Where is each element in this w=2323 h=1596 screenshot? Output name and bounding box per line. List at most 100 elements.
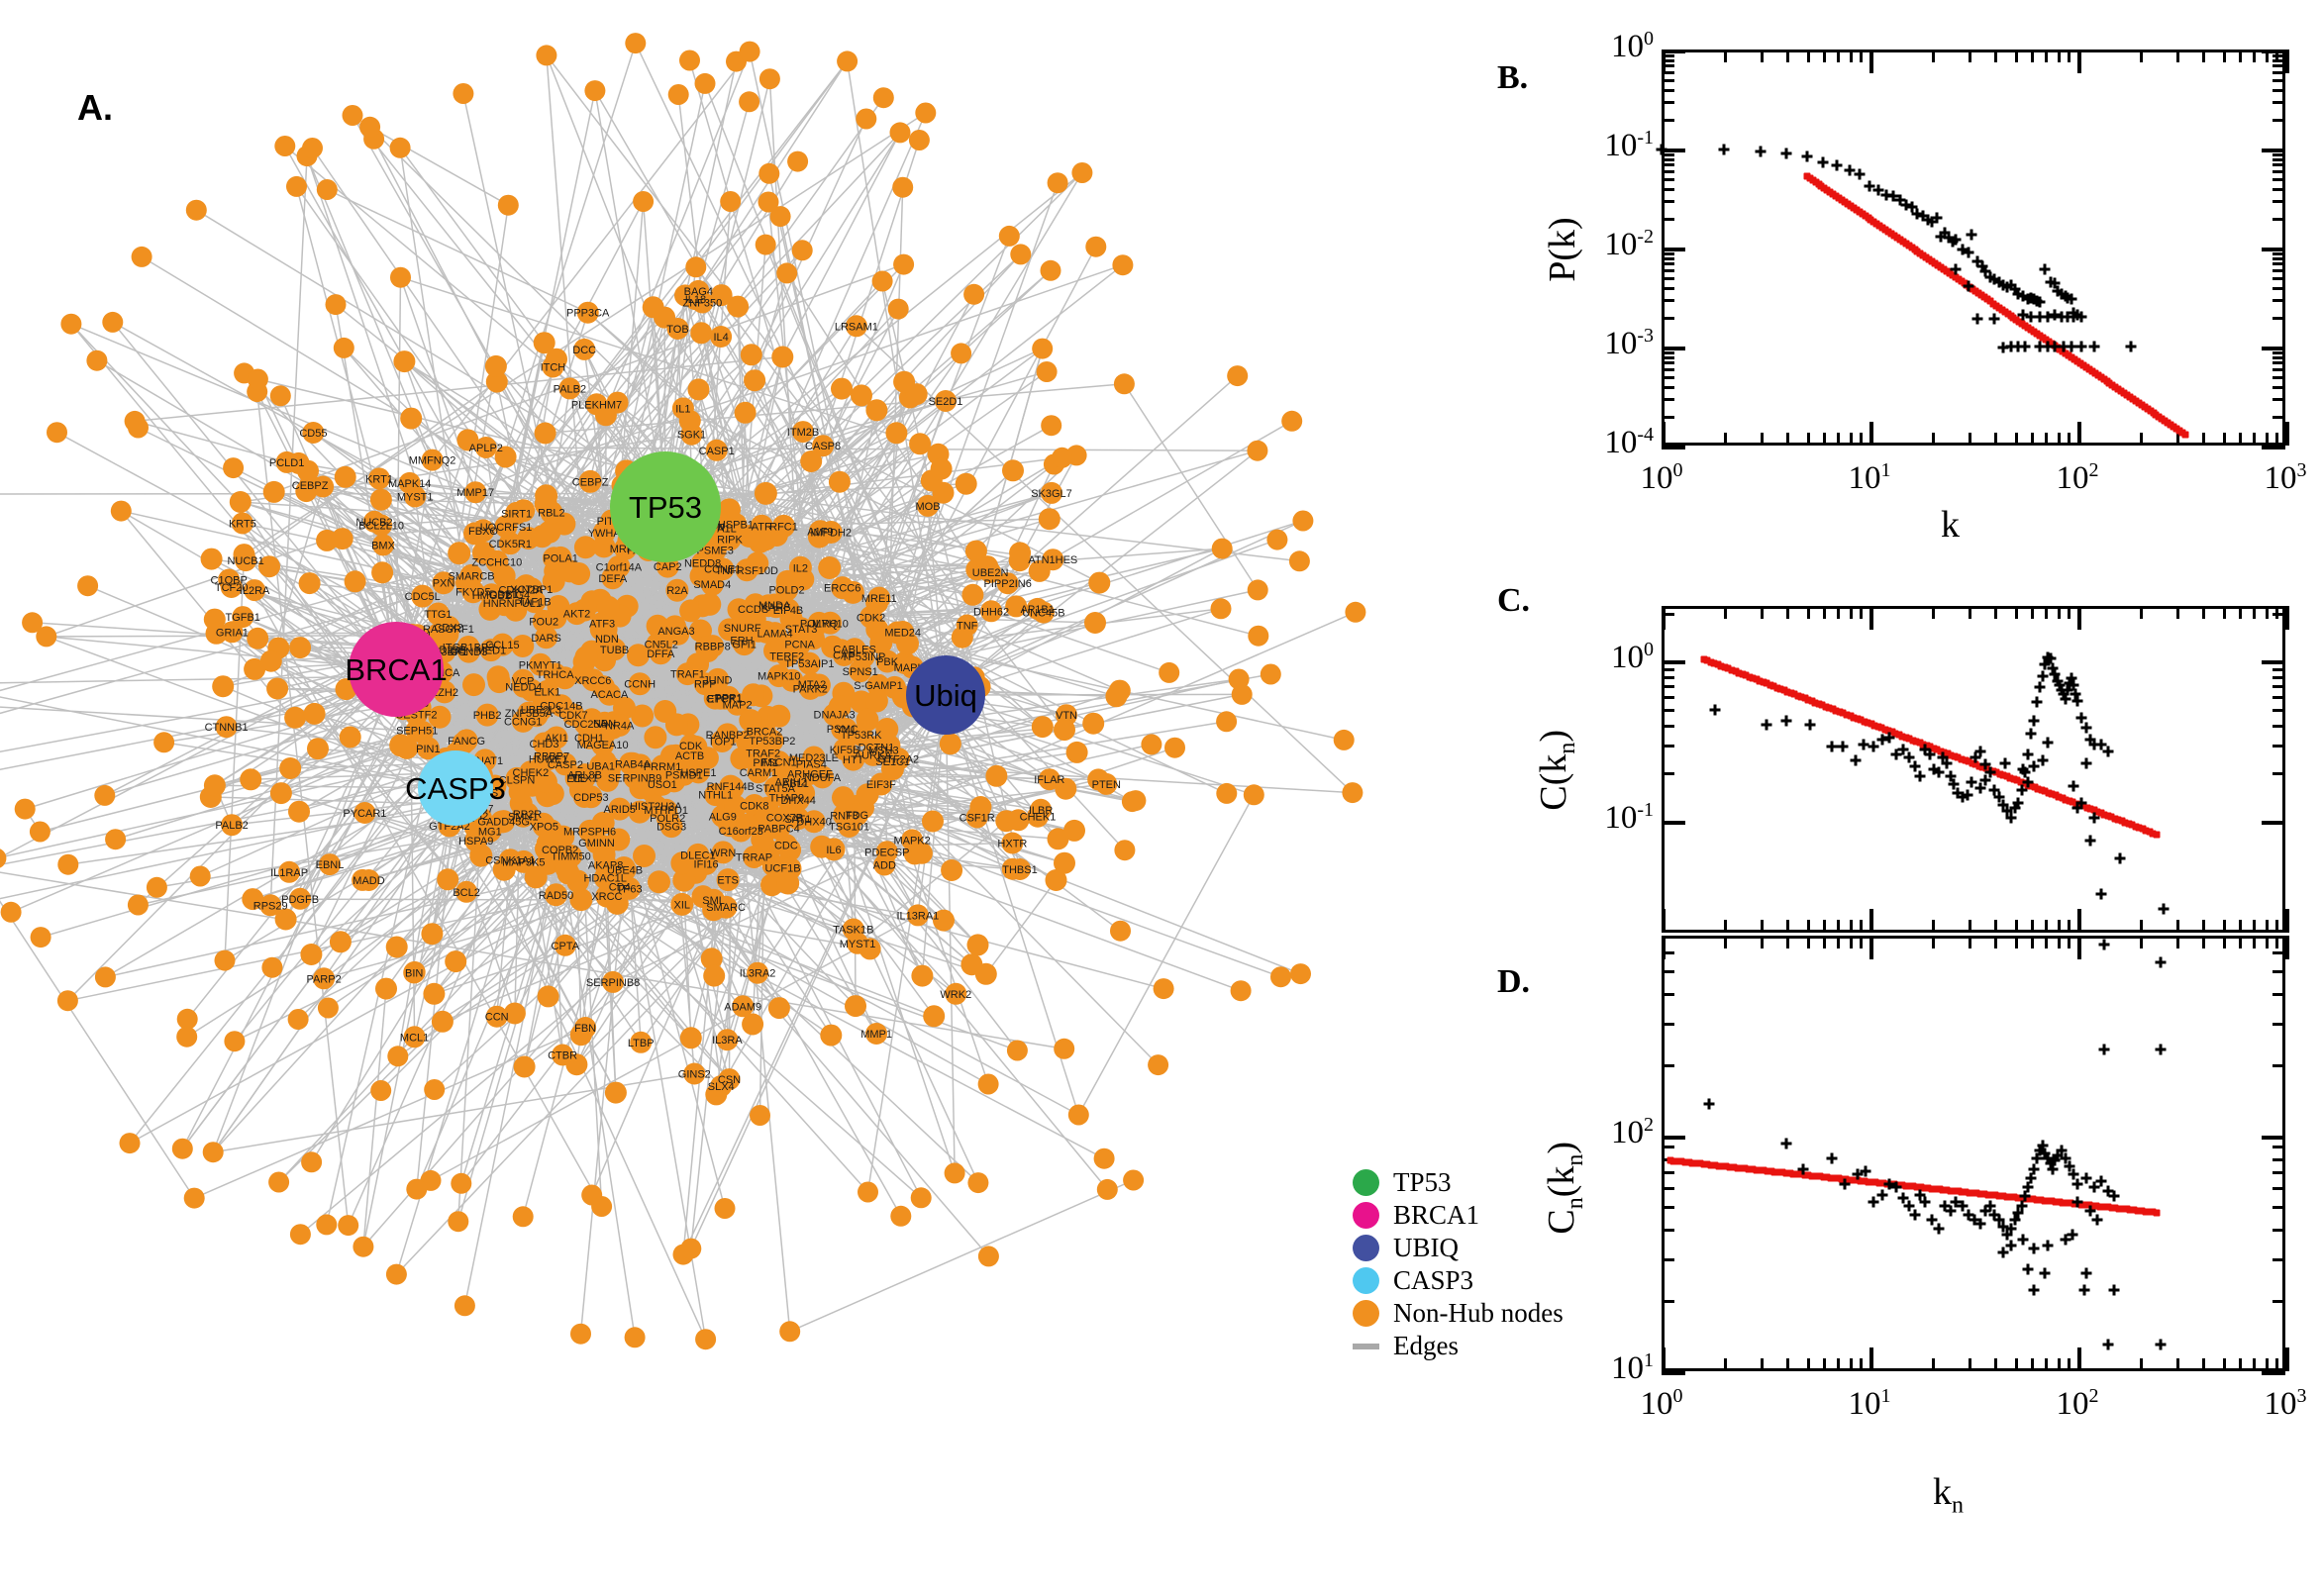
network-node[interactable] xyxy=(778,839,802,861)
network-node[interactable] xyxy=(389,137,411,158)
network-node[interactable] xyxy=(856,783,879,807)
network-node[interactable] xyxy=(1121,791,1143,813)
network-node[interactable] xyxy=(685,256,707,278)
network-node[interactable] xyxy=(961,583,984,606)
network-node[interactable] xyxy=(274,136,296,156)
network-node[interactable] xyxy=(776,598,800,622)
network-node[interactable] xyxy=(462,673,485,697)
network-node[interactable] xyxy=(1067,1104,1089,1126)
network-node[interactable] xyxy=(800,450,823,472)
network-node[interactable] xyxy=(1108,679,1131,702)
network-node[interactable] xyxy=(694,636,718,659)
network-node[interactable] xyxy=(909,433,932,455)
network-node[interactable] xyxy=(592,675,615,699)
network-node[interactable] xyxy=(767,997,790,1020)
network-node[interactable] xyxy=(627,644,650,667)
network-node[interactable] xyxy=(77,575,99,597)
network-node[interactable] xyxy=(841,580,864,604)
network-node[interactable] xyxy=(247,368,268,390)
network-node[interactable] xyxy=(619,751,643,775)
network-node[interactable] xyxy=(387,1046,409,1067)
network-node[interactable] xyxy=(930,457,953,480)
network-node[interactable] xyxy=(1228,668,1250,690)
network-node[interactable] xyxy=(747,619,770,643)
network-node[interactable] xyxy=(1216,782,1238,804)
network-node[interactable] xyxy=(750,1105,770,1126)
network-node[interactable] xyxy=(385,1263,407,1285)
network-node[interactable] xyxy=(670,892,694,916)
network-node[interactable] xyxy=(1141,734,1162,755)
network-node[interactable] xyxy=(780,668,804,692)
network-node[interactable] xyxy=(369,488,392,511)
network-node[interactable] xyxy=(1032,338,1054,359)
network-node[interactable] xyxy=(1114,840,1136,861)
network-node[interactable] xyxy=(718,528,742,551)
network-node[interactable] xyxy=(60,313,82,335)
network-node[interactable] xyxy=(300,944,323,965)
network-node[interactable] xyxy=(592,843,616,866)
network-node[interactable] xyxy=(183,1187,205,1209)
network-node[interactable] xyxy=(716,868,740,892)
network-node[interactable] xyxy=(642,296,664,319)
network-node[interactable] xyxy=(513,1055,536,1078)
network-node[interactable] xyxy=(892,176,914,198)
network-node[interactable] xyxy=(963,283,985,305)
network-node[interactable] xyxy=(1036,361,1058,382)
network-node[interactable] xyxy=(1047,172,1068,194)
network-node[interactable] xyxy=(856,708,879,732)
network-node[interactable] xyxy=(1211,538,1233,559)
network-node[interactable] xyxy=(591,1196,613,1217)
network-node[interactable] xyxy=(885,422,908,445)
network-node[interactable] xyxy=(454,1295,475,1317)
network-node[interactable] xyxy=(259,649,282,672)
network-node[interactable] xyxy=(189,865,211,887)
network-node[interactable] xyxy=(171,1138,193,1159)
network-node[interactable] xyxy=(703,964,726,987)
network-node[interactable] xyxy=(1159,661,1180,683)
network-node[interactable] xyxy=(751,828,774,851)
network-node[interactable] xyxy=(889,122,911,144)
network-node[interactable] xyxy=(229,491,252,513)
network-node[interactable] xyxy=(939,733,961,755)
network-node[interactable] xyxy=(734,401,757,424)
network-node[interactable] xyxy=(1248,625,1269,647)
network-node[interactable] xyxy=(608,797,632,821)
network-node[interactable] xyxy=(353,1236,374,1257)
network-node[interactable] xyxy=(672,868,696,892)
network-node[interactable] xyxy=(1243,784,1264,806)
network-node[interactable] xyxy=(724,795,748,819)
network-node[interactable] xyxy=(428,705,452,729)
network-node[interactable] xyxy=(1123,1169,1145,1191)
network-node[interactable] xyxy=(214,949,236,971)
network-node[interactable] xyxy=(342,105,363,126)
network-node[interactable] xyxy=(624,1327,646,1348)
network-node[interactable] xyxy=(472,541,495,564)
network-node[interactable] xyxy=(359,116,381,138)
network-node[interactable] xyxy=(739,41,760,62)
network-node[interactable] xyxy=(670,851,694,875)
network-node[interactable] xyxy=(338,1215,359,1237)
network-node[interactable] xyxy=(1006,1040,1028,1061)
network-node[interactable] xyxy=(727,295,750,318)
network-node[interactable] xyxy=(864,689,888,713)
network-node[interactable] xyxy=(966,934,989,956)
network-node[interactable] xyxy=(720,191,742,212)
network-node[interactable] xyxy=(797,651,821,675)
network-node[interactable] xyxy=(1052,447,1073,468)
network-node[interactable] xyxy=(754,481,777,505)
network-node[interactable] xyxy=(601,566,625,590)
network-node[interactable] xyxy=(1110,920,1131,942)
network-node[interactable] xyxy=(448,542,471,565)
network-node[interactable] xyxy=(819,611,842,635)
network-node[interactable] xyxy=(303,702,326,725)
network-node[interactable] xyxy=(872,87,894,109)
network-node[interactable] xyxy=(307,738,329,760)
network-node[interactable] xyxy=(871,270,893,292)
network-node[interactable] xyxy=(625,33,647,54)
network-node[interactable] xyxy=(240,768,262,791)
network-node[interactable] xyxy=(268,1171,290,1193)
network-node[interactable] xyxy=(570,1323,591,1345)
network-node[interactable] xyxy=(479,639,503,662)
network-node[interactable] xyxy=(842,748,865,771)
network-node[interactable] xyxy=(511,635,535,657)
